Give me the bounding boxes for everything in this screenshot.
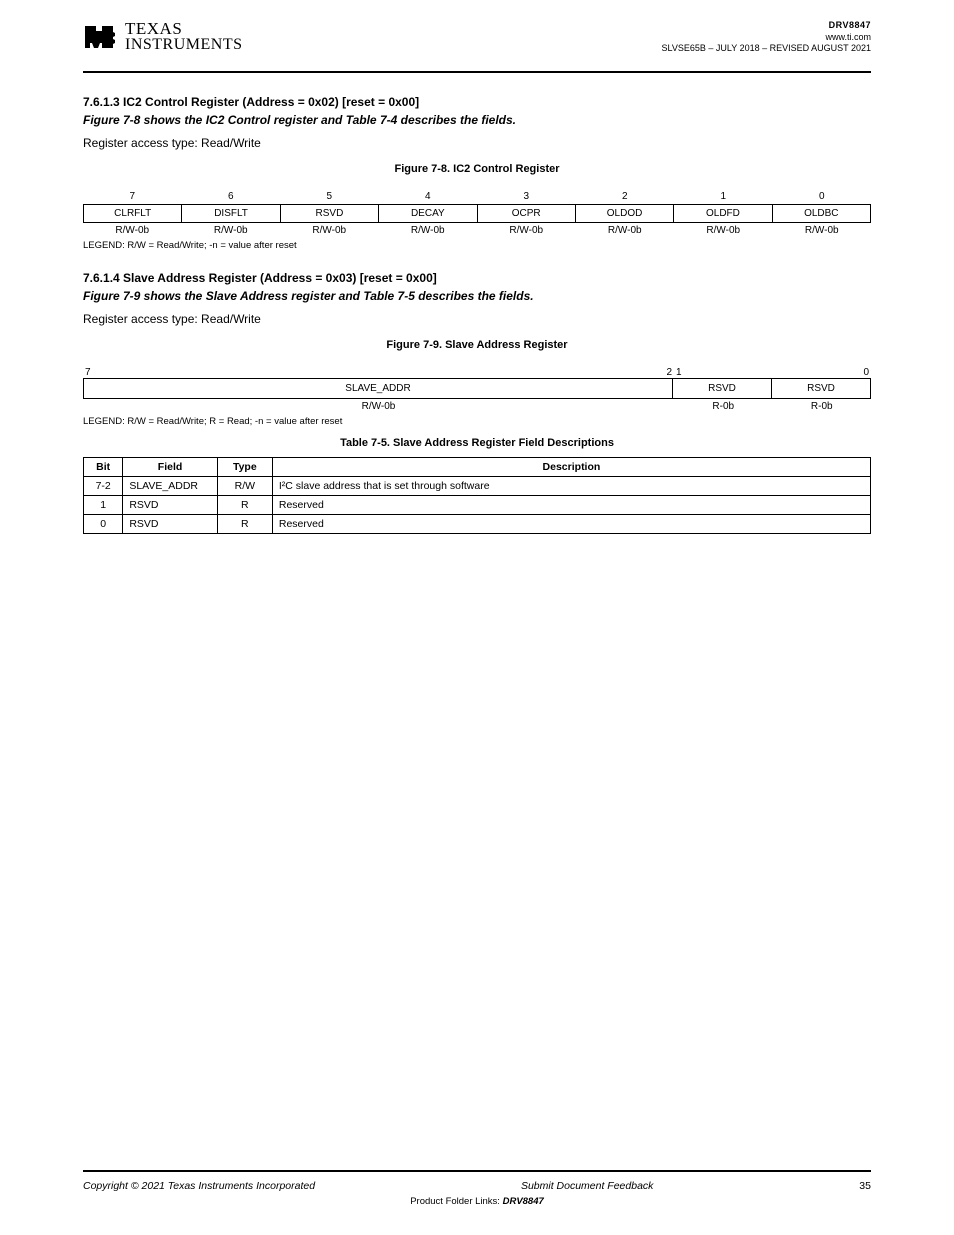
- figure-ref-text[interactable]: Figure 7-8 shows the IC2 Control registe…: [83, 113, 516, 127]
- bit-access: R/W-0b: [477, 223, 576, 236]
- bitfield79-names: SLAVE_ADDR RSVD RSVD: [83, 378, 871, 399]
- bitfield-header-row: 7 6 5 4 3 2 1 0: [83, 191, 871, 204]
- bit-index: 4: [379, 191, 478, 204]
- cell-desc: Reserved: [272, 496, 870, 515]
- page-footer: Copyright © 2021 Texas Instruments Incor…: [83, 1165, 871, 1207]
- bit-field-name: RSVD: [771, 379, 870, 398]
- table-7-5: Bit Field Type Description 7-2 SLAVE_ADD…: [83, 457, 871, 534]
- bit-index: 2: [666, 367, 674, 378]
- page-header: TEXAS INSTRUMENTS DRV8847 www.ti.com SLV…: [83, 20, 871, 55]
- section-title-slave: 7.6.1.4 Slave Address Register (Address …: [83, 271, 871, 285]
- section-sub-ic2: Figure 7-8 shows the IC2 Control registe…: [83, 113, 871, 127]
- product-folder-label: Product Folder Links:: [410, 1196, 502, 1207]
- bit-access: R-0b: [674, 399, 773, 412]
- bit-index: 5: [280, 191, 379, 204]
- bit-field-name: RSVD: [280, 205, 378, 222]
- figure-7-9-bitfield: 7 2 1 0 SLAVE_ADDR RSVD RSVD R/W-0b R-0b…: [83, 367, 871, 412]
- logo-line1: TEXAS: [125, 20, 243, 37]
- bit-field-name: OCPR: [477, 205, 575, 222]
- figure-7-9-legend: LEGEND: R/W = Read/Write; R = Read; -n =…: [83, 416, 871, 427]
- cell-field: RSVD: [123, 496, 217, 515]
- figure-7-8-bitfield: 7 6 5 4 3 2 1 0 CLRFLT DISFLT RSVD DECAY…: [83, 191, 871, 236]
- figure-7-8-label: Figure 7-8. IC2 Control Register: [83, 163, 871, 175]
- product-folder-link[interactable]: DRV8847: [503, 1196, 544, 1207]
- table-7-5-label: Table 7-5. Slave Address Register Field …: [83, 437, 871, 449]
- bit-field-name: OLDFD: [673, 205, 771, 222]
- bitfield-access-row: R/W-0b R/W-0b R/W-0b R/W-0b R/W-0b R/W-0…: [83, 223, 871, 236]
- bit-access: R/W-0b: [773, 223, 872, 236]
- section-title-ic2: 7.6.1.3 IC2 Control Register (Address = …: [83, 95, 871, 109]
- cell-bit: 0: [84, 515, 123, 534]
- cell-type: R/W: [217, 477, 272, 496]
- bit-access: R/W-0b: [182, 223, 281, 236]
- table-header-row: Bit Field Type Description: [84, 458, 871, 477]
- cell-desc: I²C slave address that is set through so…: [272, 477, 870, 496]
- bitfield-name-row: CLRFLT DISFLT RSVD DECAY OCPR OLDOD OLDF…: [83, 204, 871, 223]
- bit-field-name: CLRFLT: [84, 205, 181, 222]
- bit-index: 3: [477, 191, 576, 204]
- section-sub-slave: Figure 7-9 shows the Slave Address regis…: [83, 289, 871, 303]
- bit-index: 0: [773, 191, 872, 204]
- section-note-ic2: Register access type: Read/Write: [83, 135, 871, 151]
- bit-index: 6: [182, 191, 281, 204]
- cell-field: SLAVE_ADDR: [123, 477, 217, 496]
- table-row: 1 RSVD R Reserved: [84, 496, 871, 515]
- bit-access: R/W-0b: [379, 223, 478, 236]
- table-row: 0 RSVD R Reserved: [84, 515, 871, 534]
- bit-field-name: DISFLT: [181, 205, 279, 222]
- bit-index: 7: [83, 367, 91, 378]
- table-row: 7-2 SLAVE_ADDR R/W I²C slave address tha…: [84, 477, 871, 496]
- bitfield79-access: R/W-0b R-0b R-0b: [83, 399, 871, 412]
- bit-access: R-0b: [773, 399, 872, 412]
- header-url-link[interactable]: www.ti.com: [825, 32, 871, 42]
- ti-logo: TEXAS INSTRUMENTS: [83, 20, 243, 53]
- col-header-type: Type: [217, 458, 272, 477]
- bit-index: 0: [863, 367, 871, 378]
- col-header-field: Field: [123, 458, 217, 477]
- bit-access: R/W-0b: [83, 399, 674, 412]
- col-header-desc: Description: [272, 458, 870, 477]
- bit-field-name: DECAY: [378, 205, 476, 222]
- cell-field: RSVD: [123, 515, 217, 534]
- bit-field-name: OLDBC: [772, 205, 870, 222]
- header-right-block: DRV8847 www.ti.com SLVSE65B – JULY 2018 …: [662, 20, 871, 55]
- header-rule: [83, 71, 871, 73]
- cell-bit: 1: [84, 496, 123, 515]
- bit-access: R/W-0b: [280, 223, 379, 236]
- page-number: 35: [859, 1180, 871, 1192]
- bit-access: R/W-0b: [674, 223, 773, 236]
- footer-rule: [83, 1170, 871, 1172]
- bit-index: 7: [83, 191, 182, 204]
- bit-index: 1: [674, 191, 773, 204]
- figure-7-9-label: Figure 7-9. Slave Address Register: [83, 339, 871, 351]
- doc-id: SLVSE65B – JULY 2018 – REVISED AUGUST 20…: [662, 43, 871, 55]
- bit-index: 1: [674, 367, 682, 378]
- bit-access: R/W-0b: [83, 223, 182, 236]
- section-note-slave: Register access type: Read/Write: [83, 311, 871, 327]
- logo-line2: INSTRUMENTS: [125, 37, 243, 53]
- submit-feedback-link[interactable]: Submit Document Feedback: [521, 1180, 653, 1192]
- copyright: Copyright © 2021 Texas Instruments Incor…: [83, 1180, 315, 1192]
- bit-access: R/W-0b: [576, 223, 675, 236]
- cell-bit: 7-2: [84, 477, 123, 496]
- bit-index: 2: [576, 191, 675, 204]
- figure-7-8-legend: LEGEND: R/W = Read/Write; -n = value aft…: [83, 240, 871, 251]
- bitfield79-header: 7 2 1 0: [83, 367, 871, 378]
- product-name: DRV8847: [662, 20, 871, 32]
- figure-ref-text2[interactable]: Figure 7-9 shows the Slave Address regis…: [83, 289, 534, 303]
- bit-field-name: SLAVE_ADDR: [84, 379, 672, 398]
- cell-type: R: [217, 515, 272, 534]
- cell-desc: Reserved: [272, 515, 870, 534]
- cell-type: R: [217, 496, 272, 515]
- bit-field-name: RSVD: [672, 379, 771, 398]
- col-header-bit: Bit: [84, 458, 123, 477]
- chip-icon: [83, 22, 119, 52]
- bit-field-name: OLDOD: [575, 205, 673, 222]
